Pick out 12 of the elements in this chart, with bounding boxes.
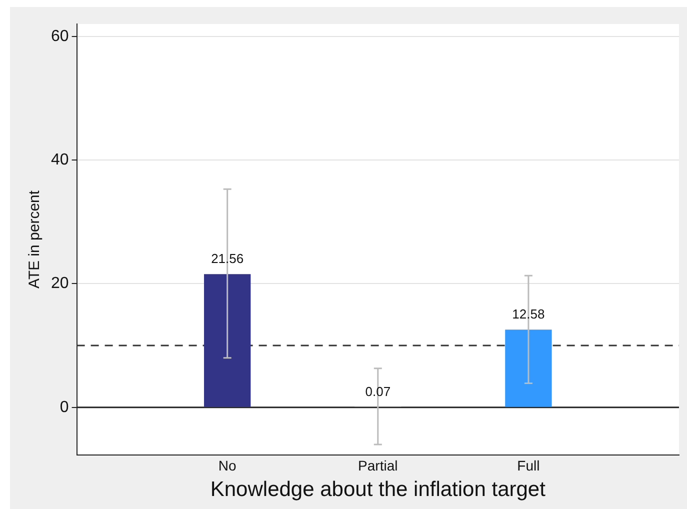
y-tick-label: 40 — [51, 151, 69, 168]
x-axis-title: Knowledge about the inflation target — [210, 478, 546, 502]
x-tick-label: No — [218, 457, 237, 474]
y-tick-label: 20 — [51, 275, 69, 292]
data-label: 0.07 — [365, 384, 391, 400]
y-tick-label: 0 — [60, 398, 69, 416]
x-tick-label: Partial — [358, 457, 398, 474]
y-tick-label: 60 — [51, 28, 69, 45]
y-axis-title: ATE in percent — [26, 190, 44, 289]
data-label: 12.58 — [512, 306, 545, 322]
data-label: 21.56 — [211, 251, 244, 266]
x-tick-label: Full — [517, 457, 540, 474]
